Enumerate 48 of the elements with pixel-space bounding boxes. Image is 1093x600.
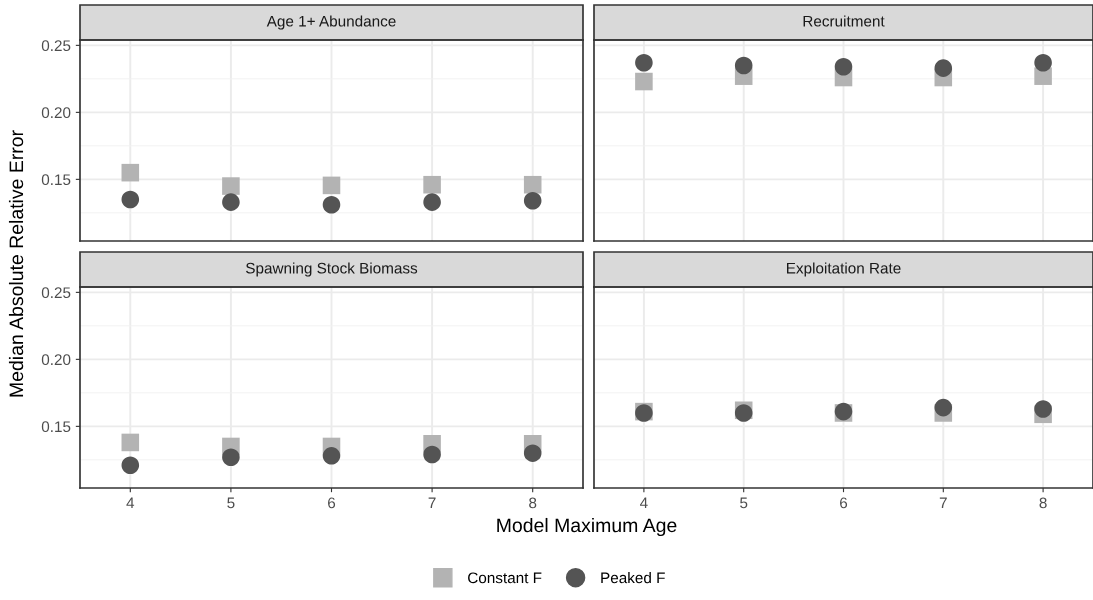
y-tick-label: 0.25 (41, 287, 71, 299)
legend-label: Constant F (468, 572, 542, 584)
point (423, 193, 441, 211)
x-tick-label: 4 (640, 497, 648, 509)
y-tick-label: 0.15 (41, 174, 71, 186)
y-axis-title: Median Absolute Relative Error (8, 130, 24, 397)
x-tick-label: 5 (227, 497, 235, 509)
x-tick-label: 4 (126, 497, 135, 509)
y-tick-label: 0.20 (41, 354, 71, 366)
point (121, 456, 140, 474)
y-tick-label: 0.25 (41, 40, 71, 52)
point (635, 72, 653, 91)
point (934, 59, 953, 77)
point (934, 398, 953, 417)
chart-title: Exploitation Rate (787, 262, 901, 277)
x-tick-label: 7 (939, 497, 947, 509)
chart-title: Age 1+ Abundance (266, 15, 396, 30)
point (1034, 400, 1052, 418)
point (222, 177, 240, 195)
point (322, 196, 341, 214)
y-tick-label: 0.15 (41, 421, 71, 433)
x-tick-label: 6 (840, 497, 848, 509)
point (121, 433, 140, 452)
point (121, 163, 140, 182)
x-tick-label: 8 (1039, 497, 1047, 509)
point (121, 190, 140, 209)
point (423, 175, 441, 194)
chart-title: Recruitment (803, 15, 885, 27)
x-axis-title: Model Maximum Age (497, 517, 677, 537)
point (523, 192, 542, 210)
x-tick-label: 7 (428, 497, 436, 509)
chart-title: Spawning Stock Biomass (246, 262, 418, 277)
point (523, 444, 542, 462)
x-tick-label: 5 (740, 497, 748, 509)
x-tick-label: 6 (328, 497, 336, 509)
point (423, 445, 441, 464)
point (222, 448, 240, 466)
point (635, 54, 653, 72)
point (322, 176, 341, 195)
point (222, 193, 240, 211)
point (734, 56, 753, 75)
point (523, 175, 542, 194)
y-tick-label: 0.20 (41, 107, 71, 119)
legend-label: Peaked F (601, 572, 665, 584)
point (834, 58, 853, 76)
point (322, 447, 341, 465)
x-tick-label: 8 (529, 497, 537, 509)
point (1034, 54, 1052, 72)
